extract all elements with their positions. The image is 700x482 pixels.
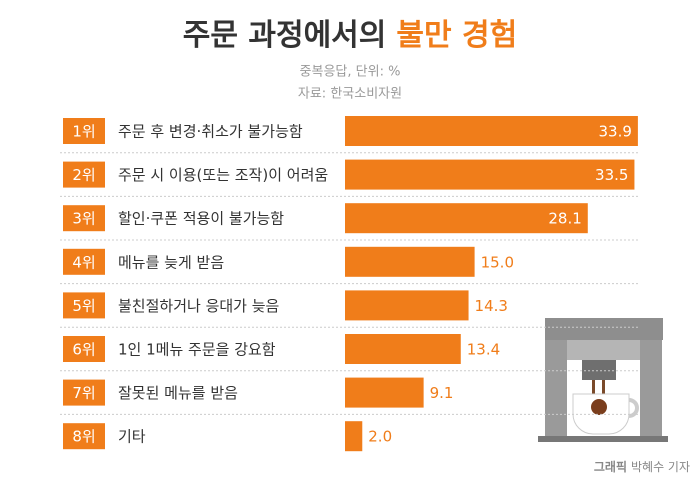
bar bbox=[345, 203, 588, 234]
category-label: 메뉴를 늦게 받음 bbox=[118, 253, 224, 271]
subtitle: 중복응답, 단위: % bbox=[300, 65, 401, 80]
credit-label: 그래픽 bbox=[594, 459, 627, 474]
bar bbox=[345, 421, 363, 452]
category-label: 불친절하거나 응대가 늦음 bbox=[118, 297, 279, 315]
value-label: 33.5 bbox=[595, 166, 628, 184]
bar bbox=[345, 116, 638, 146]
rank-label: 5위 bbox=[72, 297, 95, 315]
value-label: 13.4 bbox=[467, 341, 500, 359]
rank-label: 3위 bbox=[72, 210, 95, 228]
category-label: 1인 1메뉴 주문을 강요함 bbox=[118, 341, 276, 359]
title-highlight: 불만 경험 bbox=[396, 18, 517, 53]
value-label: 15.0 bbox=[481, 253, 514, 271]
rank-label: 8위 bbox=[72, 428, 95, 446]
rank-box bbox=[63, 379, 105, 406]
value-label: 14.3 bbox=[475, 297, 508, 315]
title-main: 주문 과정에서의 bbox=[183, 18, 387, 53]
bar bbox=[345, 246, 475, 277]
chart-title: 주문 과정에서의 불만 경험 bbox=[183, 18, 518, 53]
category-label: 주문 후 변경·취소가 불가능함 bbox=[118, 123, 303, 141]
bar bbox=[345, 334, 461, 364]
rank-label: 2위 bbox=[72, 166, 95, 184]
rank-box bbox=[63, 118, 105, 144]
value-label: 2.0 bbox=[368, 428, 392, 446]
category-label: 할인·쿠폰 적용이 불가능함 bbox=[118, 210, 284, 228]
rank-box bbox=[63, 161, 105, 188]
rank-box bbox=[63, 292, 105, 319]
credit-name: 박혜수 기자 bbox=[631, 460, 690, 474]
rank-box bbox=[63, 248, 105, 275]
category-label: 잘못된 메뉴를 받음 bbox=[118, 384, 238, 402]
rank-label: 7위 bbox=[72, 384, 95, 402]
rank-label: 4위 bbox=[72, 253, 95, 271]
rank-label: 6위 bbox=[72, 341, 95, 359]
credit: 그래픽 박혜수 기자 bbox=[594, 459, 690, 474]
coffee-machine bbox=[538, 318, 668, 442]
bar bbox=[345, 159, 635, 190]
value-label: 9.1 bbox=[430, 384, 454, 402]
rank-box bbox=[63, 205, 105, 232]
category-label: 주문 시 이용(또는 조작)이 어려움 bbox=[118, 166, 328, 184]
bar bbox=[345, 377, 424, 408]
subtitle: 자료: 한국소비자원 bbox=[298, 87, 402, 102]
value-label: 28.1 bbox=[548, 210, 581, 228]
bar bbox=[345, 290, 469, 321]
value-label: 33.9 bbox=[598, 123, 631, 141]
category-label: 기타 bbox=[118, 428, 146, 446]
rank-label: 1위 bbox=[72, 123, 95, 141]
rank-box bbox=[63, 423, 105, 450]
rank-box bbox=[63, 336, 105, 362]
